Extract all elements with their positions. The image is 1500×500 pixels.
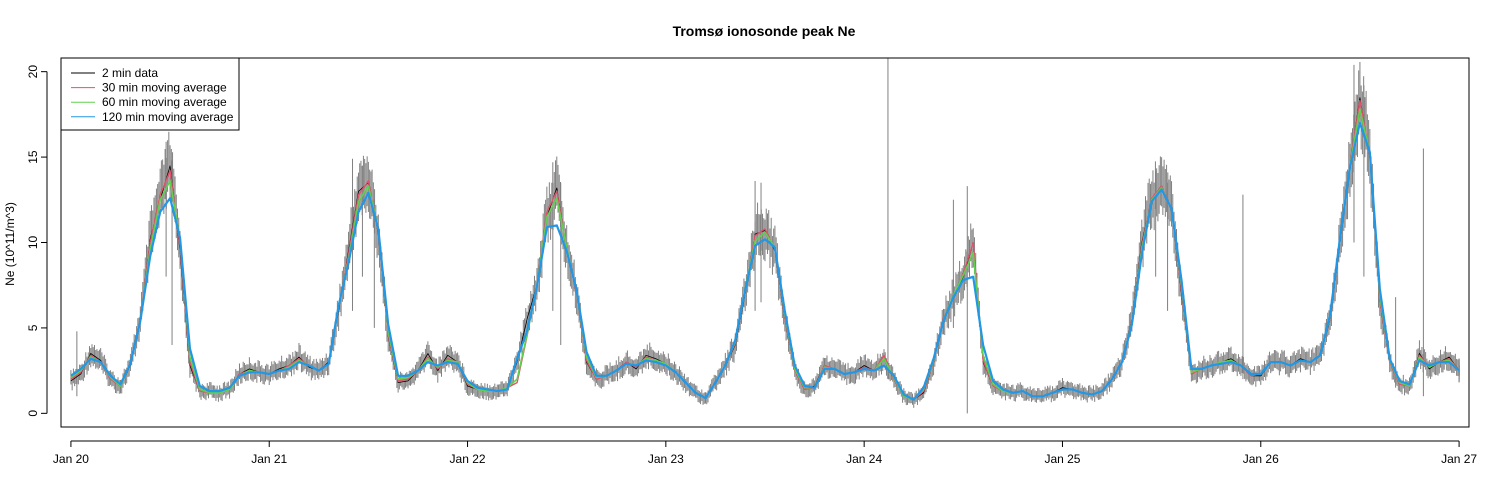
legend-label: 120 min moving average — [102, 110, 234, 124]
x-tick-label: Jan 23 — [648, 452, 684, 466]
x-tick-label: Jan 26 — [1243, 452, 1279, 466]
y-tick-label: 10 — [26, 236, 40, 250]
x-tick-label: Jan 21 — [251, 452, 287, 466]
x-tick-label: Jan 25 — [1044, 452, 1080, 466]
legend-label: 2 min data — [102, 66, 158, 80]
x-tick-label: Jan 24 — [846, 452, 882, 466]
plot-frame — [60, 57, 1470, 428]
y-tick-label: 20 — [26, 65, 40, 79]
x-tick-label: Jan 22 — [450, 452, 486, 466]
x-tick-label: Jan 27 — [1441, 452, 1477, 466]
y-tick-label: 5 — [26, 324, 40, 331]
y-tick-label: 0 — [26, 410, 40, 417]
y-tick-label: 15 — [26, 150, 40, 164]
legend-label: 30 min moving average — [102, 81, 227, 95]
chart-title: Tromsø ionosonde peak Ne — [673, 23, 856, 39]
legend-label: 60 min moving average — [102, 95, 227, 109]
series-layer — [70, 100, 1460, 401]
legend-box — [60, 57, 240, 131]
y-axis-label: Ne (10^11/m^3) — [3, 202, 17, 286]
series-line-120min — [70, 121, 1460, 401]
raw-data-layer — [70, 58, 1460, 414]
axes-layer: Jan 20 Jan 21 Jan 22 Jan 23 Jan 24 Jan 25 Jan … — [26, 57, 1477, 466]
x-tick-label: Jan 20 — [53, 452, 89, 466]
